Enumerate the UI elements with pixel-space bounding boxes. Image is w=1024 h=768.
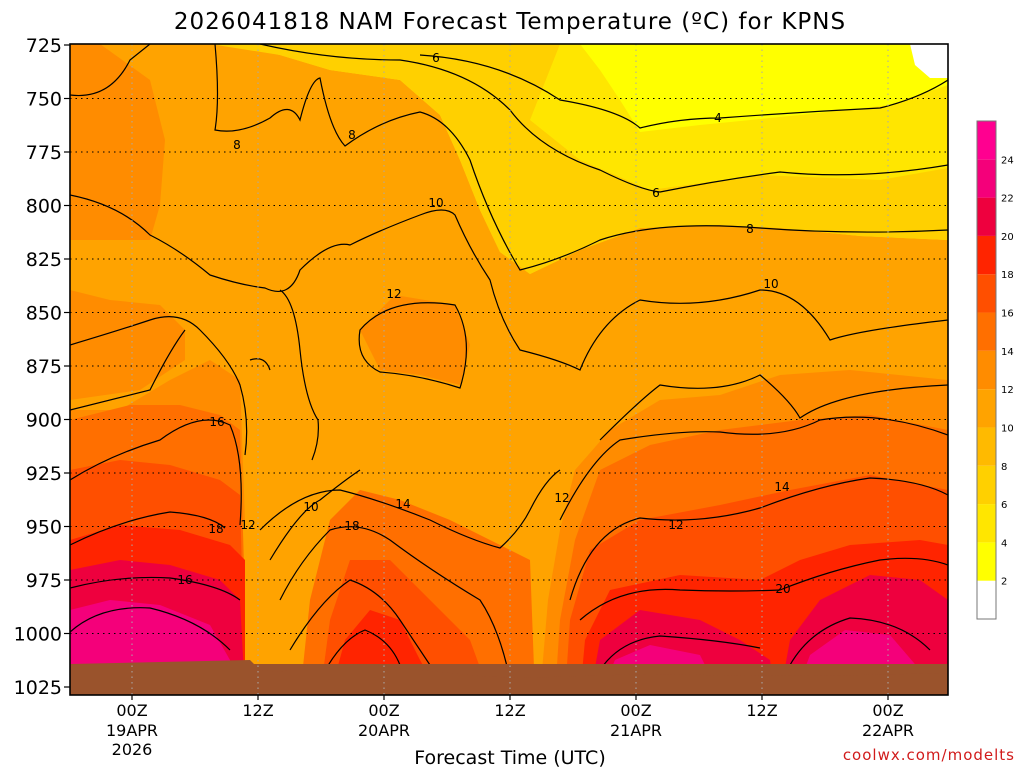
y-tick-label: 850 bbox=[26, 303, 62, 325]
colorbar-tick-label: 20 bbox=[1001, 232, 1014, 243]
colorbar-tick-label: 12 bbox=[1001, 385, 1014, 396]
contour-value-label: 8 bbox=[348, 128, 356, 142]
contour-value-label: 20 bbox=[775, 582, 790, 596]
y-tick-label: 925 bbox=[26, 463, 62, 485]
y-tick-label: 950 bbox=[26, 517, 62, 539]
y-tick-label: 750 bbox=[26, 89, 62, 111]
colorbar-segment bbox=[977, 312, 996, 351]
colorbar-tick-label: 2 bbox=[1001, 577, 1007, 588]
isotherm-lines bbox=[70, 44, 948, 681]
colorbar-tick-label: 8 bbox=[1001, 462, 1007, 473]
contour-value-label: 12 bbox=[554, 491, 569, 505]
field-band-12-14 bbox=[70, 290, 185, 400]
contour-value-label: 6 bbox=[652, 186, 660, 200]
colorbar-segment bbox=[977, 121, 996, 160]
contour-value-label: 10 bbox=[763, 277, 778, 291]
colorbar-tick-label: 6 bbox=[1001, 500, 1007, 511]
contour-value-label: 4 bbox=[714, 111, 722, 125]
x-tick-label: 00Z bbox=[368, 701, 399, 720]
field-band-6-8 bbox=[210, 44, 948, 274]
colorbar-segment bbox=[977, 274, 996, 313]
contour-value-label: 14 bbox=[774, 480, 789, 494]
y-tick-label: 1000 bbox=[14, 624, 62, 646]
x-tick-date: 19APR bbox=[106, 721, 158, 740]
contour-value-label: 12 bbox=[240, 518, 255, 532]
contour-value-label: 12 bbox=[386, 287, 401, 301]
colorbar-segment bbox=[977, 465, 996, 505]
plot-area bbox=[70, 44, 948, 695]
x-tick-label: 00Z bbox=[620, 701, 651, 720]
colorbar-segment bbox=[977, 235, 996, 275]
y-tick-label: 1025 bbox=[14, 677, 62, 699]
colorbar-tick-label: 18 bbox=[1001, 270, 1014, 281]
contour-value-label: 8 bbox=[233, 138, 241, 152]
colorbar-segment bbox=[977, 580, 996, 619]
y-axis-ticks: 725 750 775 800 825 850 875 900 925 950 975 1000 102… bbox=[14, 35, 70, 699]
colorbar-segment bbox=[977, 197, 996, 236]
field-band-2-4 bbox=[580, 44, 948, 132]
colorbar-tick-label: 22 bbox=[1001, 194, 1014, 205]
x-tick-date: 21APR bbox=[610, 721, 662, 740]
x-tick-date: 20APR bbox=[358, 721, 410, 740]
contour-value-label: 10 bbox=[303, 500, 318, 514]
colorbar-segment bbox=[977, 542, 996, 581]
colorbar-segment bbox=[977, 159, 996, 198]
x-tick-year: 2026 bbox=[112, 740, 153, 759]
credit-text: coolwx.com/modelts bbox=[843, 746, 1015, 764]
x-tick-label: 00Z bbox=[872, 701, 903, 720]
ground-surface-edge bbox=[70, 660, 948, 695]
contour-labels: 6 4 8 8 6 10 8 12 10 16 14 18 12 10 14 12 12 16 20 18 bbox=[177, 51, 790, 596]
grid-lines bbox=[70, 44, 948, 695]
x-tick-date: 22APR bbox=[862, 721, 914, 740]
x-tick-label: 12Z bbox=[494, 701, 525, 720]
chart-title: 2026041818 NAM Forecast Temperature (ºC)… bbox=[174, 9, 846, 35]
contour-value-label: 16 bbox=[177, 573, 192, 587]
y-tick-label: 725 bbox=[26, 35, 62, 57]
colorbar-segment bbox=[977, 427, 996, 466]
colorbar-tick-label: 14 bbox=[1001, 347, 1014, 358]
contour-value-label: 14 bbox=[395, 497, 410, 511]
y-tick-label: 825 bbox=[26, 249, 62, 271]
contour-value-label: 8 bbox=[746, 222, 754, 236]
x-axis-label: Forecast Time (UTC) bbox=[414, 747, 605, 768]
contour-value-label: 18 bbox=[344, 519, 359, 533]
plot-frame bbox=[69, 43, 949, 696]
field-band-12-14 bbox=[360, 295, 470, 385]
y-tick-label: 800 bbox=[26, 196, 62, 218]
contour-value-label: 10 bbox=[428, 196, 443, 210]
field-band-below-2 bbox=[910, 44, 948, 78]
y-tick-label: 975 bbox=[26, 570, 62, 592]
colorbar-segment bbox=[977, 504, 996, 543]
colorbar-segment bbox=[977, 389, 996, 428]
contour-value-label: 6 bbox=[432, 51, 440, 65]
colorbar-tick-label: 4 bbox=[1001, 538, 1007, 549]
colorbar-tick-label: 24 bbox=[1001, 155, 1014, 166]
y-tick-label: 875 bbox=[26, 356, 62, 378]
y-tick-label: 775 bbox=[26, 142, 62, 164]
colorbar-tick-label: 10 bbox=[1001, 423, 1014, 434]
colorbar-tick-label: 16 bbox=[1001, 309, 1014, 320]
contour-value-label: 16 bbox=[209, 415, 224, 429]
x-tick-label: 12Z bbox=[242, 701, 273, 720]
contour-value-label: 12 bbox=[668, 518, 683, 532]
x-tick-label: 12Z bbox=[746, 701, 777, 720]
x-tick-label: 00Z bbox=[116, 701, 147, 720]
colorbar-segment bbox=[977, 350, 996, 390]
y-tick-label: 900 bbox=[26, 410, 62, 432]
colorbar-frame bbox=[976, 120, 997, 620]
contour-value-label: 18 bbox=[208, 522, 223, 536]
